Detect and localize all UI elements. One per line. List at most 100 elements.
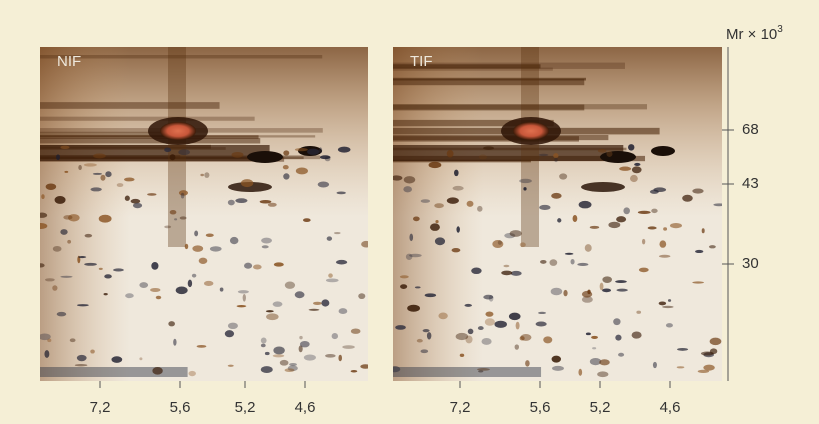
gel-streak <box>393 104 648 110</box>
gel-spot <box>204 172 210 178</box>
gel-spot <box>169 154 176 161</box>
gel-spot <box>631 166 642 174</box>
gel-spot <box>591 335 598 340</box>
gel-spot <box>266 313 279 321</box>
gel-spot <box>273 262 284 267</box>
gel-spot <box>552 365 564 371</box>
gel-spot <box>578 200 592 209</box>
gel-spot <box>446 150 454 158</box>
gel-spot <box>559 173 568 180</box>
gel-spot <box>651 146 675 156</box>
gel-streak <box>40 116 255 121</box>
gel-spot <box>103 293 108 296</box>
gel-streak <box>40 131 181 138</box>
gel-spot <box>477 205 483 212</box>
panel-label: NIF <box>57 53 81 70</box>
gel-spot <box>420 199 431 203</box>
y-axis-label-sup: 3 <box>777 24 783 35</box>
gel-spot <box>414 286 421 289</box>
gel-spot <box>434 237 446 246</box>
gel-spot <box>637 210 651 215</box>
gel-spot <box>235 198 248 204</box>
gel-image <box>393 47 722 381</box>
gel-spot <box>178 149 190 156</box>
gel-streak <box>393 67 553 71</box>
gel-spot <box>669 222 682 229</box>
gel-spot <box>613 318 621 326</box>
gel-spot <box>426 332 432 340</box>
gel-spot <box>615 280 627 283</box>
gel-spot <box>336 191 346 195</box>
gel-spot <box>658 301 667 306</box>
gel-spot <box>147 193 157 196</box>
gel-spot <box>464 303 472 307</box>
gel-spot <box>90 187 102 192</box>
gel-spot <box>584 244 592 252</box>
gel-spot <box>56 154 61 161</box>
gel-bottom-smear <box>393 367 542 377</box>
gel-spot <box>585 332 591 336</box>
gel-spot <box>289 362 297 367</box>
gel-spot <box>130 198 141 204</box>
gel-spot <box>244 262 253 269</box>
gel-spot <box>338 354 343 362</box>
gel-spot <box>337 146 351 153</box>
gel-spot <box>578 368 583 376</box>
gel-spot <box>139 282 149 288</box>
gel-spot <box>478 370 484 373</box>
gel-spot <box>709 348 718 355</box>
gel-spot <box>52 245 62 252</box>
gel-spot <box>260 366 273 374</box>
gel-spot <box>227 199 235 206</box>
gel-spot <box>169 209 177 215</box>
gel-spot <box>692 188 704 194</box>
gel-spot <box>242 293 246 302</box>
gel-spot <box>229 236 239 245</box>
gel-spot <box>69 338 76 343</box>
gel-spot <box>497 240 502 245</box>
gel-spot <box>465 335 473 344</box>
gel-spot <box>44 350 50 358</box>
gel-spot <box>205 233 214 238</box>
gel-spot <box>708 245 716 249</box>
gel-spot <box>264 351 270 356</box>
y-tick-label: 43 <box>742 175 759 192</box>
gel-spot <box>247 151 283 163</box>
gel-spot <box>703 364 715 371</box>
gel-spot <box>150 287 161 292</box>
gel-vertical-streak <box>168 47 186 247</box>
gel-spot <box>429 223 440 231</box>
gel-spot <box>564 252 574 255</box>
gel-spot <box>482 146 495 150</box>
x-tick-label: 4,6 <box>660 399 681 416</box>
gel-spot <box>508 312 521 321</box>
x-tick-label: 5,2 <box>590 399 611 416</box>
gel-spot <box>41 194 45 199</box>
gel-spot <box>538 311 547 315</box>
gel-spot <box>634 162 641 166</box>
gel-spot <box>325 353 336 358</box>
gel-spot <box>520 333 532 341</box>
gel-streak <box>40 138 261 144</box>
gel-spot <box>393 366 401 373</box>
gel-spot <box>599 282 604 291</box>
gel-spot <box>697 369 710 373</box>
gel-spot <box>554 157 558 163</box>
gel-spot <box>231 151 244 158</box>
gel-spot <box>83 163 97 167</box>
gel-spot <box>331 333 339 340</box>
gel-spot <box>519 242 526 248</box>
gel-spot <box>191 273 197 278</box>
gel-spot <box>40 263 45 268</box>
gel-spot <box>539 204 551 210</box>
gel-spot <box>577 262 589 267</box>
gel-spot <box>260 337 267 344</box>
gel-spot <box>413 216 420 222</box>
gel-spot <box>328 273 333 278</box>
gel-spot <box>267 202 277 207</box>
gel-spot <box>164 147 172 153</box>
gel-spot <box>638 267 649 273</box>
gel-spot <box>403 176 416 184</box>
gel-spot <box>253 264 262 270</box>
